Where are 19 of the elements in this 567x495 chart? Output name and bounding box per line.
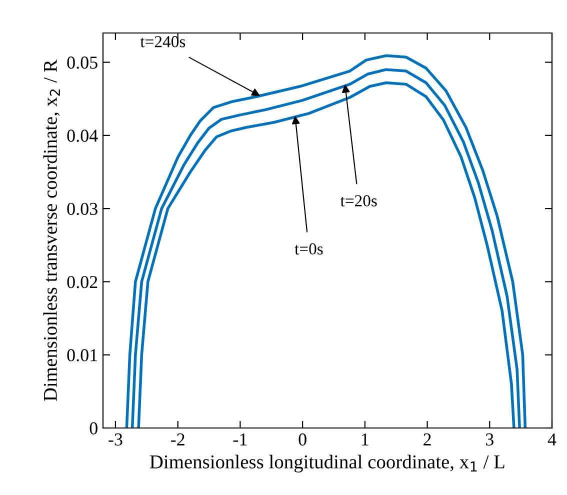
y-axis-title: Dimensionless transverse coordinate, x$_{2}$ / R: [43, 60, 60, 401]
x-tick-label: -3: [108, 433, 122, 446]
y-tick-label: 0.02: [67, 276, 98, 288]
y-tick-label: 0.01: [67, 349, 98, 362]
y-tick-label: 0.05: [67, 56, 98, 69]
y-tick-label: 0.04: [67, 130, 98, 142]
annotation: t=240s: [140, 36, 186, 48]
y-tick-label: 0.03: [67, 202, 98, 216]
y-tick-label: 0: [90, 422, 98, 434]
annotation: t=0s: [294, 243, 323, 255]
x-tick-label: 0: [298, 433, 306, 446]
x-tick-label: 1: [362, 433, 368, 446]
annotation: t=20s: [340, 195, 377, 206]
x-tick-label: -2: [170, 433, 184, 446]
x-tick-label: 4: [548, 434, 556, 446]
x-tick-label: -1: [233, 433, 247, 446]
x-tick-label: 2: [424, 433, 431, 446]
x-tick-label: 3: [486, 433, 494, 446]
x-axis-title: Dimensionless longitudinal coordinate, x$_{1}$ / L: [150, 454, 504, 472]
